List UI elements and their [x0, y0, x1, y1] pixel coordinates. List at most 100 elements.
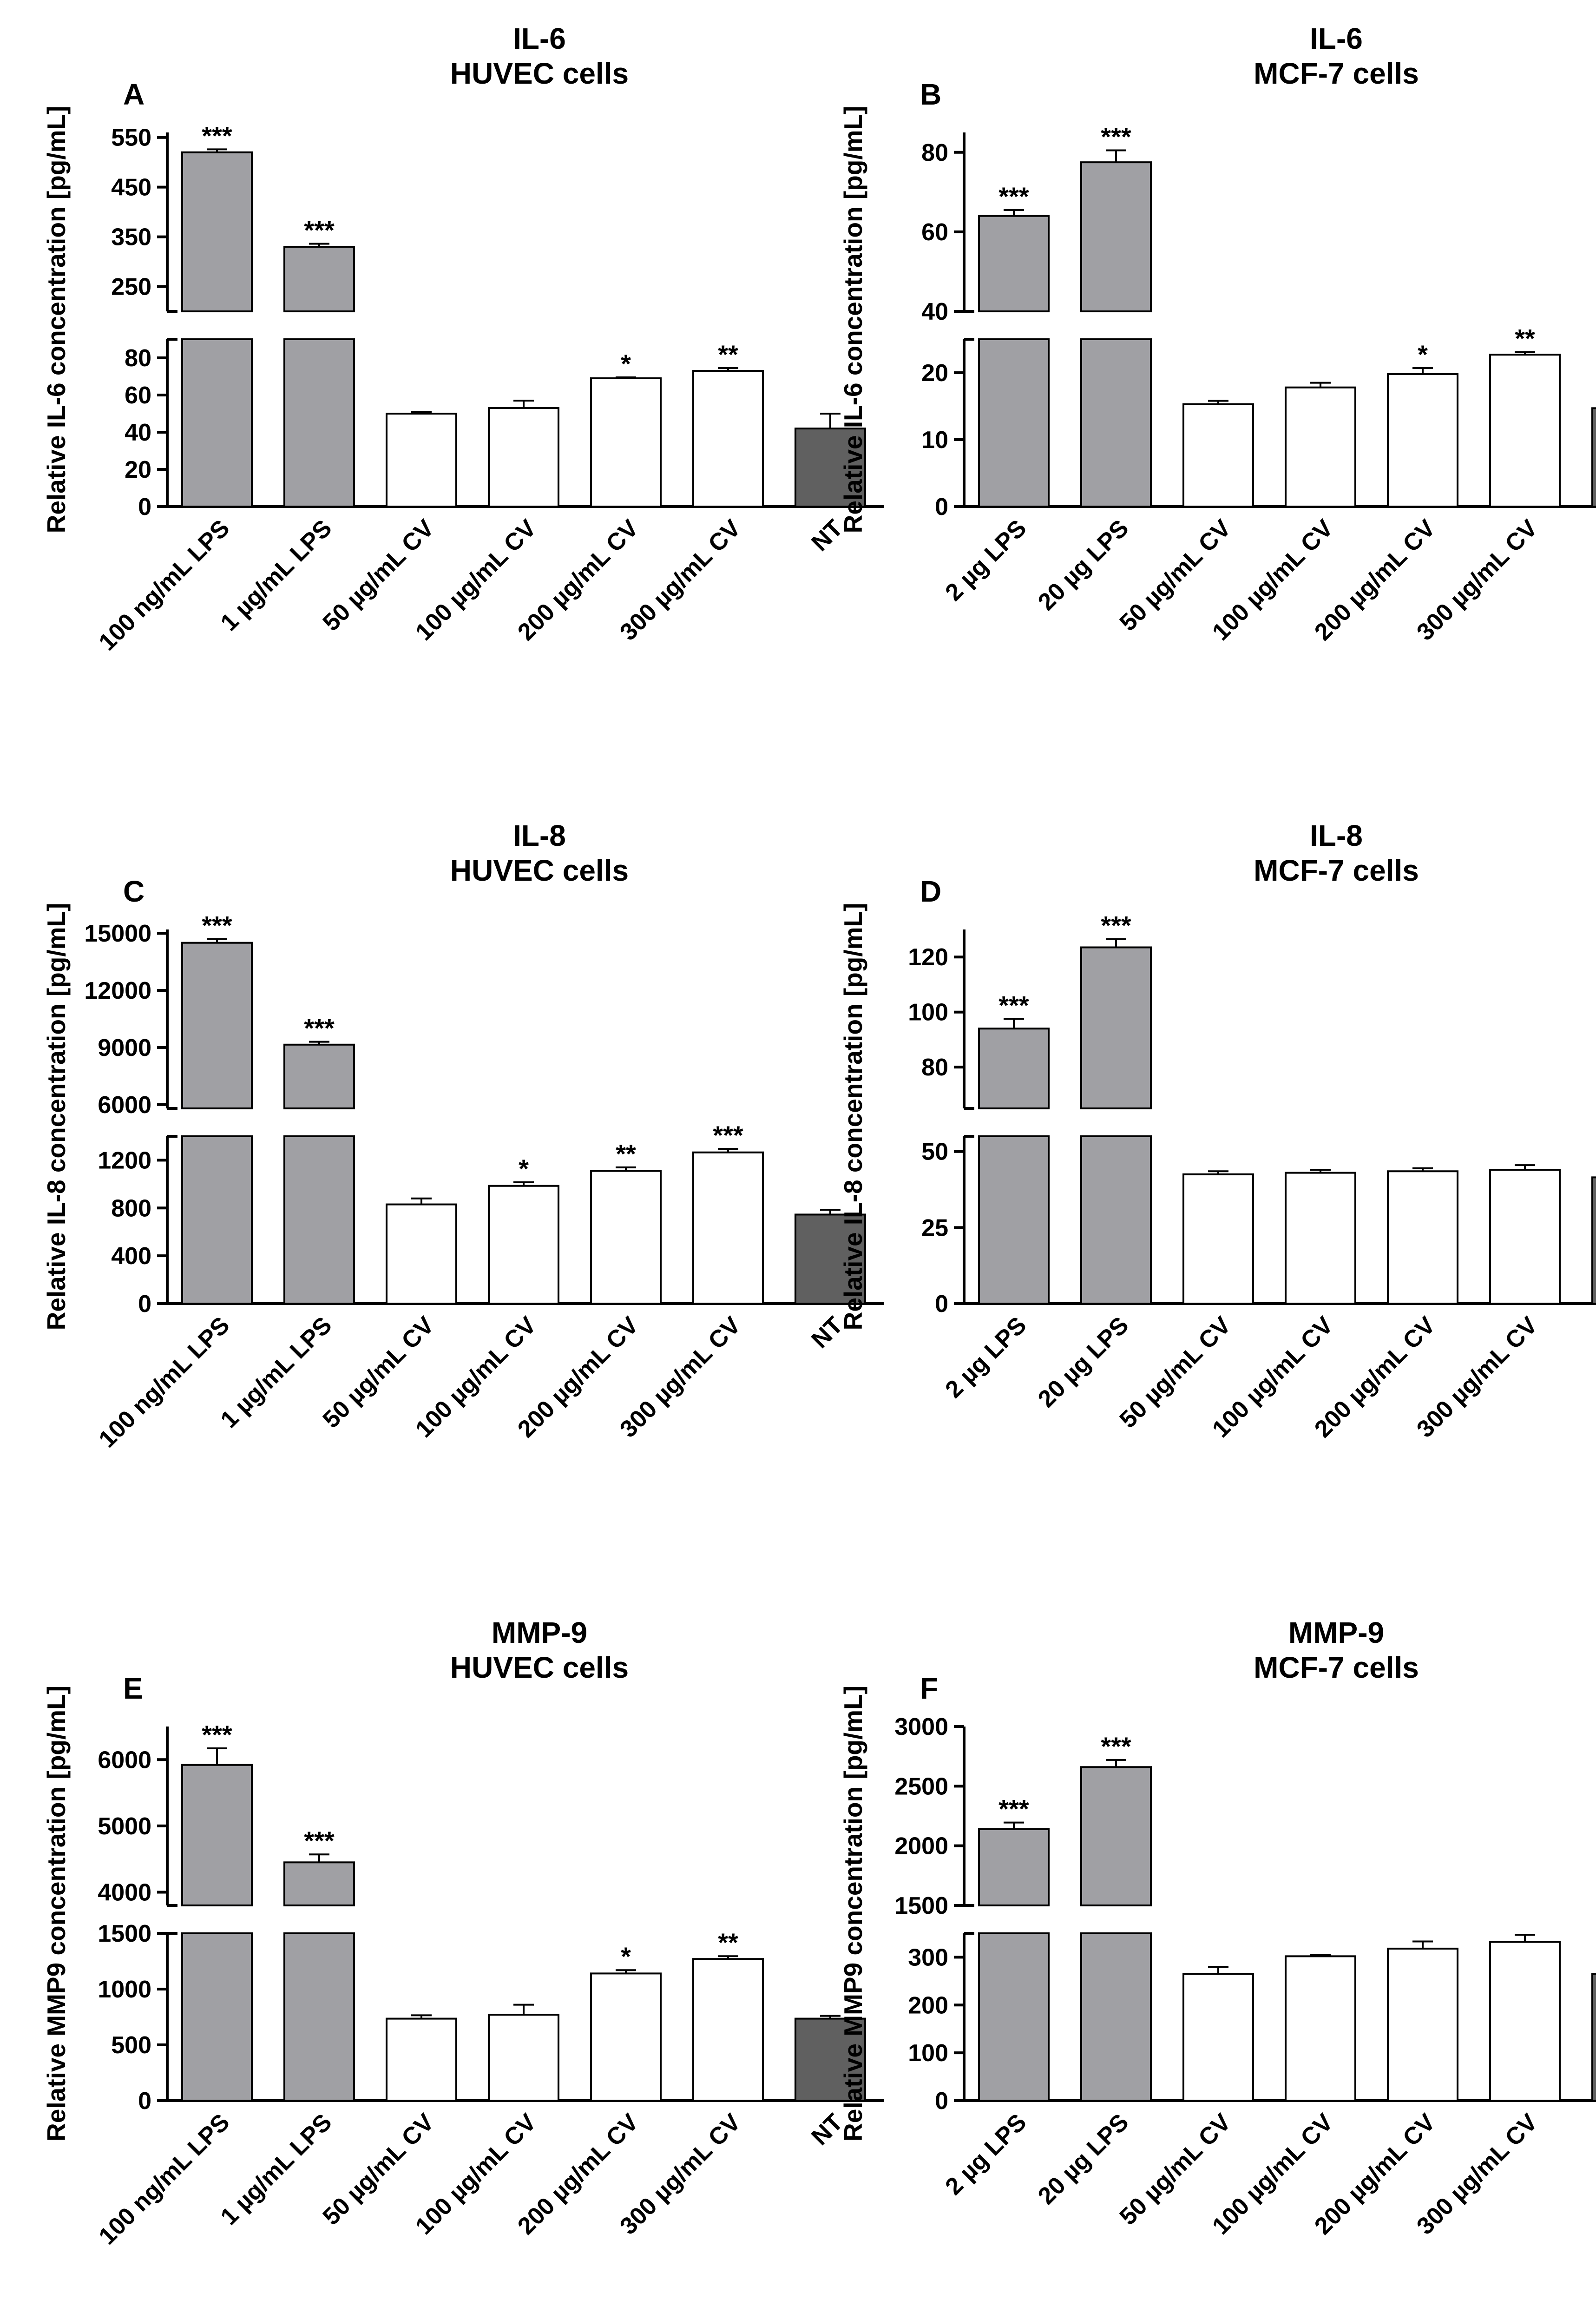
y-axis-label: Relative IL-6 concentration [pg/mL] [839, 106, 867, 534]
bar [488, 1185, 559, 1305]
x-tick-label: 20 µg LPS [1033, 2109, 1134, 2210]
x-tick-label: 2 µg LPS [940, 1311, 1031, 1403]
significance-label: * [519, 1154, 529, 1183]
significance-label: * [1418, 340, 1428, 369]
significance-label: *** [304, 216, 335, 245]
bar [1285, 1172, 1356, 1305]
y-tick-label: 0 [138, 494, 151, 521]
significance-label: *** [202, 910, 232, 940]
bar [283, 1932, 355, 2102]
bar [1591, 1973, 1596, 2102]
bar [386, 2017, 457, 2102]
significance-label: *** [202, 121, 232, 150]
y-tick-label: 80 [921, 1054, 948, 1081]
x-tick-label: 20 µg LPS [1033, 1311, 1134, 1413]
y-tick-label: 50 [921, 1139, 948, 1166]
chart-title: IL-8 [513, 819, 566, 852]
chart-subtitle: MCF-7 cells [1254, 854, 1419, 887]
bar [795, 1213, 866, 1305]
y-tick-label: 6000 [98, 1092, 151, 1119]
y-tick-label: 3000 [894, 1713, 948, 1740]
bar [181, 1135, 253, 1305]
bar [1080, 1766, 1152, 1906]
y-tick-label: 15000 [84, 920, 151, 947]
x-tick-label: 100 ng/mL LPS [94, 1311, 235, 1453]
y-tick-label: 40 [125, 419, 151, 446]
chart-title: MMP-9 [1288, 1616, 1384, 1649]
bar [181, 151, 253, 312]
y-tick-label: 60 [125, 382, 151, 409]
bar [386, 1203, 457, 1305]
significance-label: ** [616, 1139, 636, 1168]
y-tick-label: 450 [111, 174, 151, 201]
chart-subtitle: MCF-7 cells [1254, 57, 1419, 90]
bar [1080, 338, 1152, 507]
y-tick-label: 550 [111, 125, 151, 152]
y-tick-label: 1000 [98, 1976, 151, 2003]
y-tick-label: 25 [921, 1214, 948, 1241]
significance-label: *** [998, 1794, 1029, 1824]
y-axis-label: Relative MMP9 concentration [pg/mL] [839, 1686, 867, 2142]
bar [1489, 354, 1561, 507]
bar [1387, 373, 1458, 507]
y-tick-label: 0 [935, 494, 948, 521]
bar [1591, 1176, 1596, 1305]
y-tick-label: 60 [921, 219, 948, 246]
bar [283, 338, 355, 507]
bar [181, 1764, 253, 1906]
significance-label: * [621, 1942, 631, 1971]
bar [283, 245, 355, 312]
panel-letter: A [123, 78, 144, 111]
x-tick-label: 20 µg LPS [1033, 514, 1134, 616]
x-tick-label: 100 ng/mL LPS [94, 514, 235, 656]
bar [1080, 1932, 1152, 2102]
panel-letter: F [920, 1672, 938, 1705]
y-tick-label: 250 [111, 274, 151, 301]
bar [1182, 1973, 1254, 2102]
y-tick-label: 2000 [894, 1833, 948, 1860]
y-tick-label: 80 [921, 139, 948, 166]
x-tick-label: 100 ng/mL LPS [94, 2109, 235, 2250]
chart-title: IL-8 [1310, 819, 1363, 852]
bar [590, 1972, 662, 2102]
bar [692, 1151, 764, 1305]
y-tick-label: 350 [111, 224, 151, 251]
panel-letter: B [920, 78, 941, 111]
significance-label: *** [713, 1120, 743, 1150]
significance-label: *** [1101, 911, 1131, 940]
y-tick-label: 9000 [98, 1035, 151, 1061]
bar [283, 1135, 355, 1305]
bar [283, 1043, 355, 1109]
chart-title: IL-6 [1310, 22, 1363, 55]
significance-label: *** [304, 1826, 335, 1855]
bar [1285, 1955, 1356, 2102]
significance-label: ** [718, 340, 738, 369]
y-tick-label: 500 [111, 2032, 151, 2059]
bar [283, 1861, 355, 1907]
y-tick-label: 10 [921, 427, 948, 454]
bar [978, 1028, 1050, 1109]
y-tick-label: 20 [921, 360, 948, 387]
significance-label: *** [202, 1720, 232, 1749]
bar [386, 413, 457, 507]
significance-label: *** [1101, 1732, 1131, 1761]
y-tick-label: 0 [138, 1291, 151, 1318]
bar [590, 1170, 662, 1305]
bar [1080, 946, 1152, 1109]
bar [181, 338, 253, 507]
y-axis-label: Relative IL-8 concentration [pg/mL] [42, 903, 71, 1331]
y-tick-label: 1200 [98, 1147, 151, 1174]
x-tick-label: 2 µg LPS [940, 2109, 1031, 2200]
y-tick-label: 100 [908, 2040, 948, 2067]
bar [488, 2014, 559, 2102]
significance-label: ** [718, 1928, 738, 1957]
bar [1080, 1135, 1152, 1305]
bar [590, 377, 662, 507]
bar [1387, 1170, 1458, 1305]
y-tick-label: 0 [935, 1291, 948, 1318]
chart-subtitle: HUVEC cells [450, 854, 629, 887]
